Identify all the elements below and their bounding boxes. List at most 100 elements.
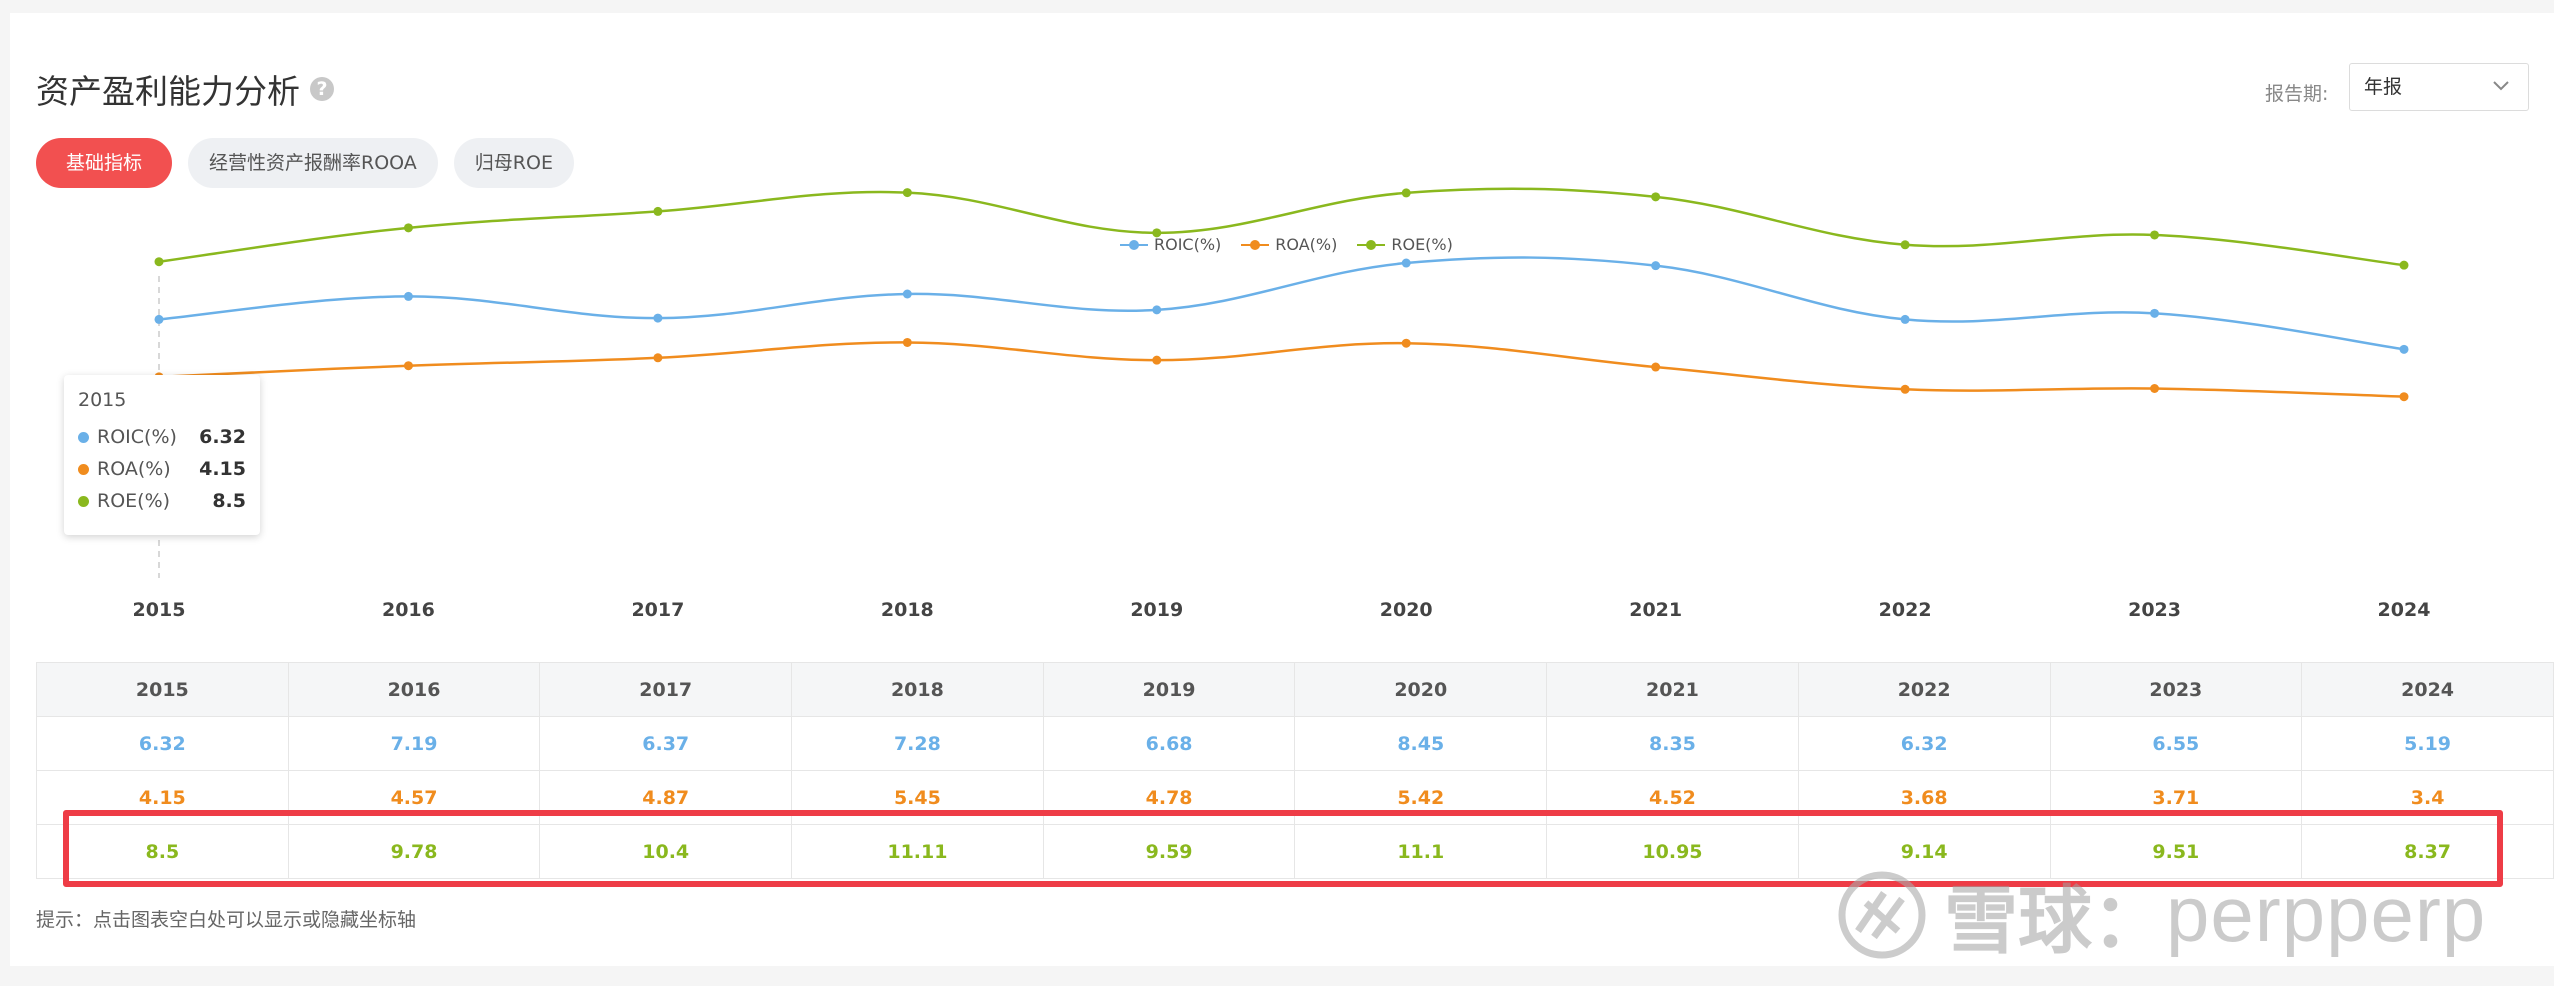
data-point-roa[interactable]: [2399, 392, 2409, 402]
table-header-cell: 2020: [1294, 662, 1548, 717]
table-header-cell: 2015: [36, 662, 289, 717]
data-point-roe[interactable]: [1651, 192, 1661, 202]
data-point-roic[interactable]: [2150, 308, 2160, 318]
legend-swatch-roe: [1357, 239, 1386, 250]
data-point-roa[interactable]: [653, 353, 663, 363]
table-cell-roic: 6.32: [1797, 716, 2051, 771]
line-chart[interactable]: 2015 2016 2017 2018 2019 2020 2021 2022 2023 2024: [10, 13, 2554, 633]
x-tick-label: 2020: [1380, 599, 1433, 621]
table-cell-roe: 11.1: [1294, 824, 1548, 879]
period-select-value: 年报: [2364, 76, 2403, 98]
table-cell-roic: 8.35: [1546, 716, 1799, 771]
series-line-roic: [158, 256, 2405, 351]
data-point-roe[interactable]: [2150, 230, 2160, 240]
data-point-roe[interactable]: [1401, 188, 1411, 198]
period-select[interactable]: 年报: [2349, 63, 2529, 111]
table-row-roe: 8.5 9.78 10.4 11.11 9.59 11.1 10.95 9.14 9.51 8.3…: [36, 824, 2554, 879]
table-row-roic: 6.32 7.19 6.37 7.28 6.68 8.45 8.35 6.32 6.55 5.19: [36, 716, 2554, 771]
tab-parent-roe[interactable]: 归母ROE: [453, 138, 574, 188]
table-cell-roe: 10.4: [539, 824, 793, 879]
data-point-roic[interactable]: [403, 291, 413, 301]
legend-item-roa[interactable]: ROA(%): [1241, 235, 1337, 254]
data-point-roa[interactable]: [2150, 383, 2160, 393]
hint-text: 提示：点击图表空白处可以显示或隐藏坐标轴: [36, 909, 417, 931]
data-point-roe[interactable]: [1152, 228, 1162, 238]
tooltip-dot-roe: [78, 495, 89, 507]
table-cell-roe: 9.78: [287, 824, 541, 879]
tooltip-dot-roa: [78, 463, 89, 475]
data-point-roe[interactable]: [2399, 260, 2409, 270]
tooltip-value-roe: 8.5: [212, 490, 246, 512]
data-point-roe[interactable]: [403, 223, 413, 233]
legend-label-roa: ROA(%): [1275, 235, 1338, 254]
data-point-roa[interactable]: [403, 361, 413, 371]
x-tick-label: 2022: [1879, 599, 1932, 621]
tooltip-value-roa: 4.15: [199, 458, 246, 480]
table-header-cell: 2017: [539, 662, 793, 717]
data-point-roe[interactable]: [154, 257, 164, 267]
x-tick-label: 2016: [382, 599, 435, 621]
legend-swatch-roic: [1120, 239, 1148, 250]
data-point-roic[interactable]: [653, 313, 663, 323]
data-point-roa[interactable]: [902, 337, 912, 347]
data-point-roe[interactable]: [653, 206, 663, 216]
table-cell-roic: 6.68: [1042, 716, 1296, 771]
table-cell-roe: 9.59: [1042, 824, 1296, 879]
legend-item-roic[interactable]: ROIC(%): [1120, 235, 1221, 254]
data-point-roic[interactable]: [1651, 261, 1661, 271]
chart-legend: ROIC(%) ROA(%) ROE(%): [1120, 235, 1453, 254]
data-point-roic[interactable]: [902, 289, 912, 299]
analysis-card: 资产盈利能力分析 ? 报告期: 年报 基础指标 经营性资产报酬率ROOA 归母R…: [10, 13, 2554, 966]
tooltip-row-roe: ROE(%) 8.5: [78, 485, 246, 517]
table-cell-roic: 5.19: [2301, 716, 2554, 771]
legend-item-roe[interactable]: ROE(%): [1357, 235, 1453, 254]
table-cell-roe: 9.51: [2049, 824, 2303, 879]
data-point-roa[interactable]: [1152, 355, 1162, 365]
data-point-roe[interactable]: [902, 188, 912, 198]
table-header-cell: 2023: [2049, 662, 2303, 717]
legend-label-roe: ROE(%): [1391, 235, 1453, 254]
chart-tooltip: 2015 ROIC(%) 6.32 ROA(%) 4.15 ROE(%) 8.5: [64, 375, 260, 535]
x-tick-label: 2021: [1629, 599, 1682, 621]
data-point-roic[interactable]: [2399, 344, 2409, 354]
tab-rooa[interactable]: 经营性资产报酬率ROOA: [188, 138, 438, 188]
table-header-row: 2015 2016 2017 2018 2019 2020 2021 2022 2023 2024: [36, 662, 2554, 717]
data-point-roa[interactable]: [1401, 338, 1411, 348]
data-point-roic[interactable]: [1401, 258, 1411, 268]
data-point-roe[interactable]: [1900, 240, 1910, 250]
tooltip-dot-roic: [78, 431, 89, 443]
table-header-cell: 2024: [2301, 662, 2554, 717]
data-point-roic[interactable]: [1152, 305, 1162, 315]
table-cell-roic: 6.37: [539, 716, 793, 771]
data-point-roic[interactable]: [1900, 314, 1910, 324]
x-tick-label: 2018: [881, 599, 934, 621]
table-header-cell: 2018: [791, 662, 1044, 717]
watermark-handle: perpperp: [2166, 870, 2487, 958]
help-icon[interactable]: ?: [310, 77, 334, 101]
data-point-roa[interactable]: [1900, 384, 1910, 394]
tooltip-name-roe: ROE(%): [97, 490, 171, 512]
period-label: 报告期:: [2265, 83, 2329, 105]
legend-label-roic: ROIC(%): [1154, 235, 1222, 254]
watermark: 雪球： perpperp: [1836, 861, 2486, 966]
data-point-roa[interactable]: [1651, 362, 1661, 372]
table-cell-roic: 7.19: [287, 716, 541, 771]
x-tick-label: 2015: [133, 599, 186, 621]
tooltip-name-roic: ROIC(%): [97, 426, 177, 448]
table-cell-roic: 6.55: [2049, 716, 2303, 771]
tab-basic-metrics[interactable]: 基础指标: [36, 138, 173, 188]
tooltip-value-roic: 6.32: [199, 426, 246, 448]
title-text: 资产盈利能力分析: [36, 72, 300, 111]
x-tick-label: 2023: [2128, 599, 2181, 621]
table-header-cell: 2021: [1546, 662, 1799, 717]
table-cell-roe: 9.14: [1797, 824, 2051, 879]
series-line-roa: [158, 341, 2405, 398]
snowball-logo-icon: [1838, 871, 1926, 958]
x-tick-label: 2024: [2378, 599, 2431, 621]
page-title: 资产盈利能力分析 ?: [36, 65, 334, 113]
data-point-roic[interactable]: [154, 314, 164, 324]
table-cell-roic: 6.32: [36, 716, 289, 771]
x-tick-label: 2019: [1130, 599, 1183, 621]
tooltip-name-roa: ROA(%): [97, 458, 171, 480]
table-header-cell: 2022: [1797, 662, 2051, 717]
